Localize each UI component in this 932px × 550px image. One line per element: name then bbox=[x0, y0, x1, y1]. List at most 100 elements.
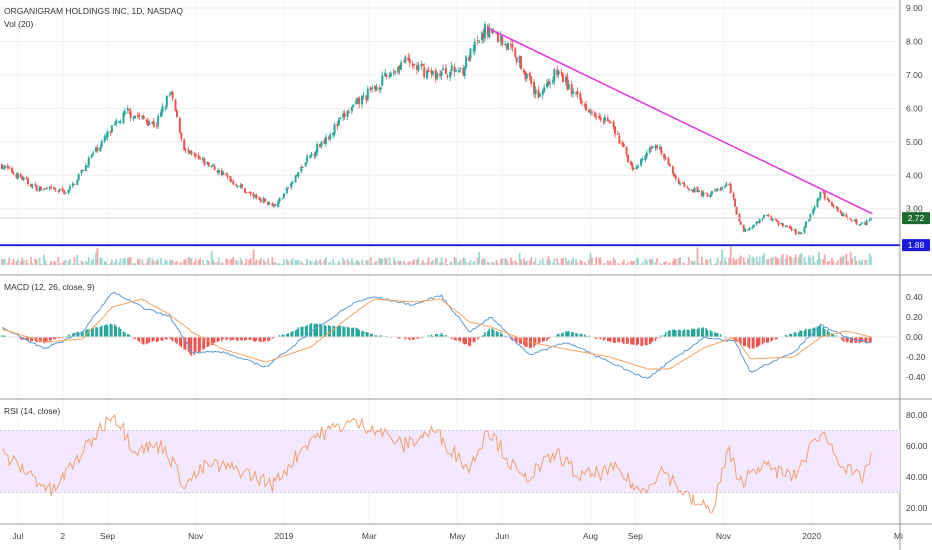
volume-bar bbox=[868, 253, 871, 265]
macd-histogram-bar bbox=[514, 337, 517, 341]
volume-bar bbox=[119, 258, 122, 265]
candle-body bbox=[449, 72, 452, 78]
macd-histogram-bar bbox=[515, 337, 518, 343]
volume-label: Vol (20) bbox=[4, 19, 33, 29]
macd-histogram-bar bbox=[100, 325, 103, 337]
volume-bar bbox=[599, 257, 602, 265]
volume-bar bbox=[226, 259, 229, 265]
macd-histogram-bar bbox=[164, 337, 167, 340]
candle-body bbox=[482, 33, 485, 39]
candle-body bbox=[755, 221, 758, 225]
volume-bar bbox=[562, 258, 564, 265]
macd-histogram-bar bbox=[614, 337, 616, 343]
macd-histogram-bar bbox=[325, 325, 327, 337]
trendline bbox=[487, 27, 873, 215]
macd-histogram-bar bbox=[427, 335, 430, 337]
macd-histogram-bar bbox=[492, 329, 495, 337]
macd-histogram-bar bbox=[524, 337, 527, 347]
candle-body bbox=[129, 111, 132, 118]
macd-histogram-bar bbox=[560, 333, 563, 337]
volume-bar bbox=[669, 262, 671, 265]
volume-bar bbox=[320, 262, 323, 265]
candle-body bbox=[100, 141, 103, 147]
macd-histogram-bar bbox=[332, 325, 334, 337]
candle-body bbox=[441, 68, 444, 70]
volume-bar bbox=[291, 258, 294, 265]
macd-histogram-bar bbox=[861, 337, 864, 342]
macd-histogram-bar bbox=[336, 326, 339, 337]
candle-body bbox=[481, 32, 484, 41]
macd-histogram-bar bbox=[870, 337, 872, 343]
volume-bar bbox=[645, 260, 648, 265]
candle-body bbox=[210, 166, 213, 168]
candle-body bbox=[29, 184, 32, 187]
candle-body bbox=[295, 175, 298, 177]
macd-histogram-bar bbox=[706, 329, 709, 337]
macd-histogram-bar bbox=[268, 337, 271, 341]
macd-histogram-bar bbox=[50, 337, 52, 341]
volume-bar bbox=[457, 262, 460, 265]
candle-body bbox=[459, 67, 462, 69]
volume-bar bbox=[194, 259, 197, 265]
volume-bar bbox=[557, 262, 560, 265]
time-tick-label: Jul bbox=[12, 531, 23, 541]
macd-histogram-bar bbox=[25, 337, 28, 340]
macd-histogram-bar bbox=[339, 325, 342, 337]
time-axis[interactable]: Jul 2 Sep Nov 2019 Mar May Jun Aug Sep Nov 2020 Mi bbox=[12, 531, 903, 541]
time-tick-label: Jun bbox=[495, 531, 509, 541]
candle-body bbox=[567, 83, 570, 90]
volume-bar bbox=[809, 257, 812, 265]
time-tick-label: Nov bbox=[716, 531, 732, 541]
candle-body bbox=[721, 187, 724, 190]
macd-histogram-bar bbox=[635, 337, 638, 346]
macd-histogram-bar bbox=[30, 337, 32, 342]
candle-body bbox=[68, 186, 71, 190]
candle-body bbox=[590, 111, 593, 113]
macd-histogram-bar bbox=[790, 333, 793, 337]
macd-axis[interactable]: 0.40 0.20 0.00 -0.20 -0.40 bbox=[906, 292, 926, 382]
macd-histogram-bar bbox=[190, 337, 193, 356]
macd-histogram-bar bbox=[171, 337, 174, 342]
candle-body bbox=[522, 69, 525, 73]
volume-bar bbox=[692, 261, 695, 265]
macd-histogram-bar bbox=[462, 337, 465, 344]
candle-body bbox=[184, 149, 187, 151]
volume-bar bbox=[660, 263, 663, 265]
volume-bar bbox=[184, 259, 187, 265]
time-tick-label: May bbox=[449, 531, 466, 541]
volume-bar bbox=[8, 257, 11, 265]
volume-bar bbox=[476, 257, 479, 265]
macd-histogram-bar bbox=[48, 337, 51, 342]
volume-bar bbox=[31, 263, 34, 265]
candle-body bbox=[504, 44, 507, 46]
candle-body bbox=[473, 41, 476, 52]
volume-bar bbox=[319, 259, 321, 265]
volume-bar bbox=[332, 258, 335, 265]
macd-histogram-bar bbox=[4, 335, 6, 337]
macd-histogram-bar bbox=[849, 337, 852, 344]
volume-bar bbox=[617, 263, 619, 265]
candle-body bbox=[355, 100, 358, 105]
rsi-axis[interactable]: 80.00 60.00 40.00 20.00 bbox=[906, 410, 928, 513]
macd-histogram-bar bbox=[411, 337, 414, 340]
candle-body bbox=[813, 206, 816, 210]
macd-histogram-bar bbox=[504, 335, 506, 337]
macd-histogram-bar bbox=[264, 337, 266, 341]
volume-bar bbox=[450, 261, 453, 265]
macd-histogram-bar bbox=[826, 330, 829, 337]
candle-body bbox=[742, 225, 745, 232]
candle-body bbox=[236, 185, 239, 187]
macd-histogram-bar bbox=[698, 327, 700, 337]
volume-bar bbox=[771, 256, 774, 265]
macd-histogram-bar bbox=[851, 337, 853, 343]
volume-bar bbox=[416, 259, 418, 265]
macd-histogram-bar bbox=[686, 329, 689, 337]
macd-histogram-bar bbox=[132, 337, 135, 339]
volume-bar bbox=[337, 260, 340, 265]
macd-histogram-bar bbox=[753, 337, 755, 349]
macd-histogram-bar bbox=[468, 337, 470, 347]
volume-bar bbox=[268, 263, 271, 265]
volume-bar bbox=[755, 256, 758, 265]
rsi-tick-label: 20.00 bbox=[906, 503, 928, 513]
volume-bar bbox=[572, 257, 575, 265]
